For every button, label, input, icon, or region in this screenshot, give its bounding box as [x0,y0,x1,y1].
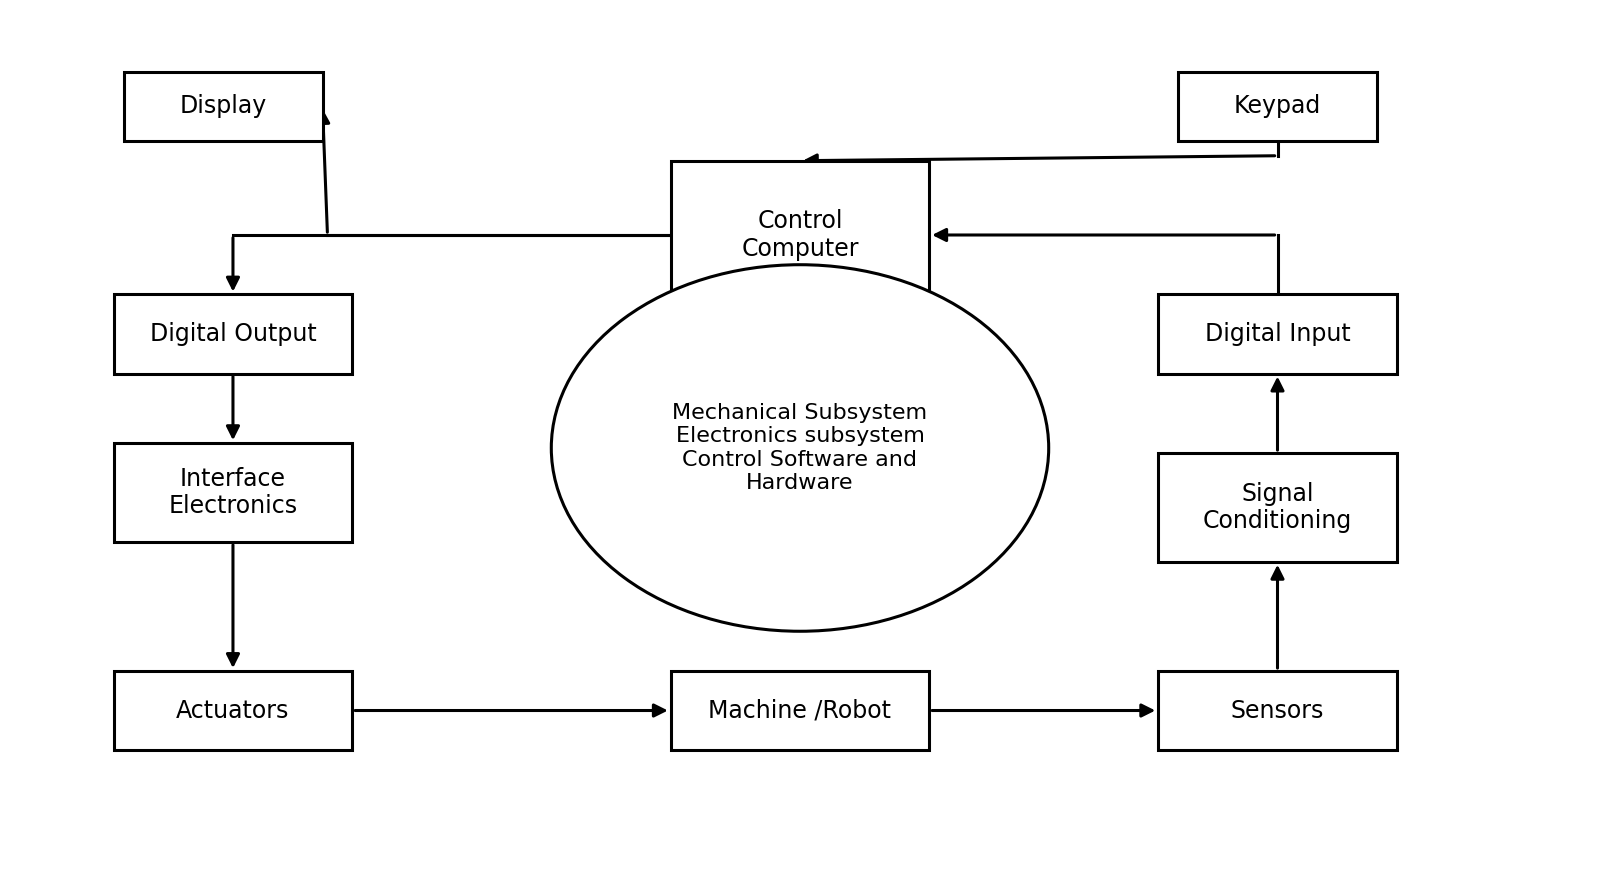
Bar [114,443,352,542]
Bar [1178,71,1378,141]
Text: Mechanical Subsystem
Electronics subsystem
Control Software and
Hardware: Mechanical Subsystem Electronics subsyst… [672,403,928,493]
Bar [1158,453,1397,562]
Bar [670,671,930,750]
Text: Signal
Conditioning: Signal Conditioning [1203,481,1352,533]
Bar [114,671,352,750]
Bar [670,161,930,309]
Bar [114,295,352,373]
Text: Digital Output: Digital Output [149,322,317,346]
Text: Keypad: Keypad [1234,94,1322,118]
Bar [1158,295,1397,373]
Bar [1158,671,1397,750]
Text: Sensors: Sensors [1230,698,1325,722]
Text: Interface
Electronics: Interface Electronics [168,467,298,519]
Text: Digital Input: Digital Input [1205,322,1350,346]
Text: Machine /Robot: Machine /Robot [709,698,891,722]
Text: Actuators: Actuators [176,698,290,722]
Ellipse shape [552,264,1048,631]
Text: Display: Display [179,94,267,118]
Text: Control
Computer: Control Computer [741,209,859,261]
Bar [123,71,323,141]
